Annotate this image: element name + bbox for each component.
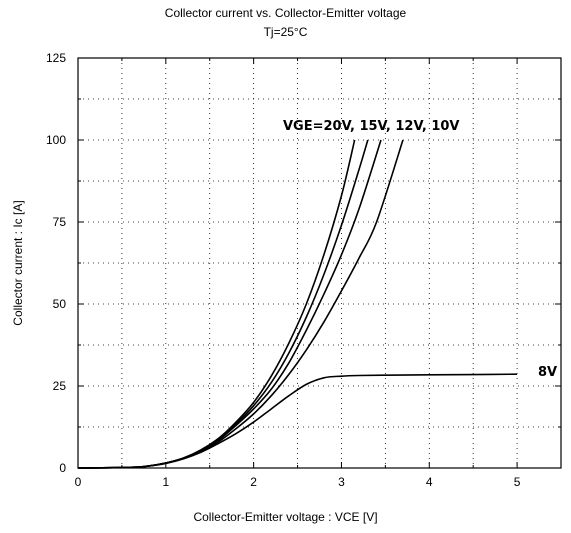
curves	[77, 139, 518, 469]
chart-title: Collector current vs. Collector-Emitter …	[164, 6, 407, 20]
chart-subtitle: Tj=25°C	[263, 25, 308, 39]
x-tick-label: 1	[162, 475, 169, 489]
y-tick-label: 75	[53, 215, 67, 229]
y-tick-label: 0	[59, 461, 66, 475]
y-tick-label: 100	[46, 133, 66, 147]
grid-lines	[78, 58, 561, 468]
curve-label-vge-group: VGE=20V, 15V, 12V, 10V	[283, 119, 459, 134]
axis-ticks	[77, 57, 562, 469]
y-tick-label: 25	[53, 379, 67, 393]
x-tick-label: 2	[250, 475, 257, 489]
y-tick-label: 125	[46, 51, 66, 65]
curve-label-8v: 8V	[538, 365, 557, 380]
x-tick-label: 3	[338, 475, 345, 489]
x-tick-label: 4	[426, 475, 433, 489]
y-tick-label: 50	[53, 297, 67, 311]
curve-15v	[77, 139, 369, 469]
x-tick-label: 0	[75, 475, 82, 489]
x-axis-label: Collector-Emitter voltage : VCE [V]	[193, 510, 378, 524]
x-tick-label: 5	[514, 475, 521, 489]
